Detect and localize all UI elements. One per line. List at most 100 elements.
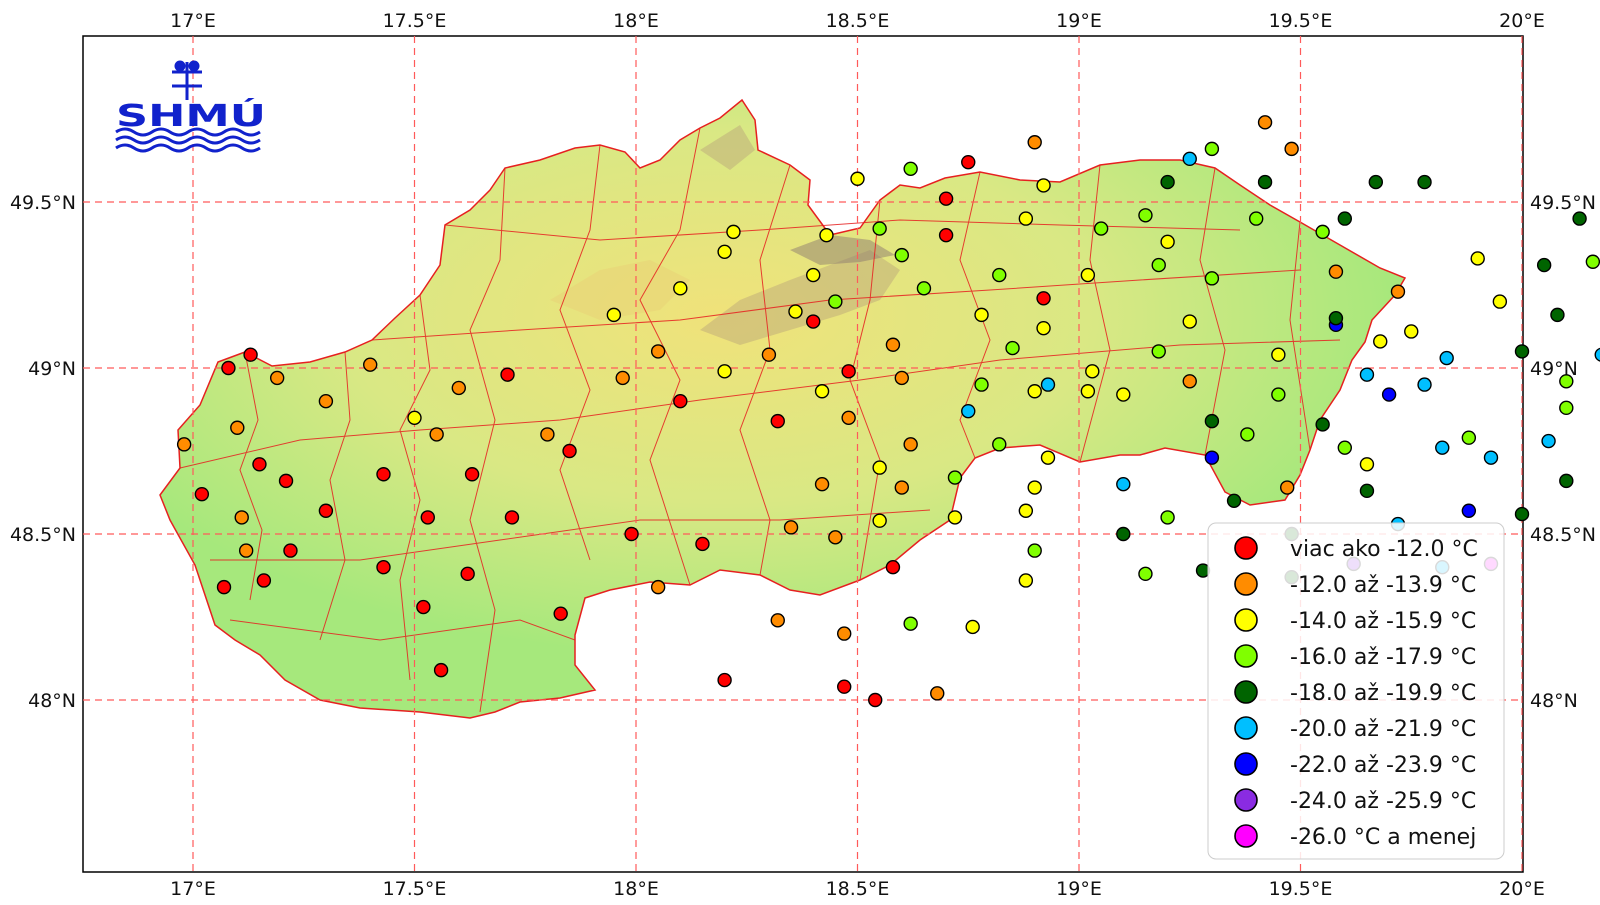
station-marker	[504, 510, 520, 525]
station-marker	[500, 367, 515, 382]
station-marker	[1018, 573, 1034, 588]
station-marker	[318, 503, 334, 518]
station-marker	[1381, 387, 1397, 402]
station-marker	[407, 410, 422, 425]
legend-label: -12.0 až -13.9 °C	[1290, 573, 1476, 598]
station-marker	[1328, 311, 1344, 326]
station-marker	[947, 470, 963, 485]
station-marker	[673, 394, 688, 409]
legend-label: -16.0 až -17.9 °C	[1290, 645, 1476, 670]
station-marker	[1040, 450, 1056, 465]
station-marker	[828, 294, 843, 309]
station-marker	[1373, 334, 1388, 349]
station-marker	[1337, 211, 1353, 226]
legend-swatch	[1234, 788, 1258, 812]
station-marker	[562, 443, 577, 459]
x-tick-label: 20°E	[1499, 878, 1545, 900]
station-marker	[1461, 503, 1477, 518]
station-marker	[1271, 347, 1286, 362]
station-marker	[433, 662, 449, 678]
station-marker	[837, 626, 852, 641]
station-marker	[1018, 211, 1034, 226]
station-marker	[961, 154, 976, 170]
station-marker	[1404, 324, 1419, 339]
station-marker	[318, 394, 334, 409]
x-tick-label: 18°E	[613, 878, 659, 900]
x-tick-label: 18.5°E	[826, 10, 890, 32]
station-marker	[814, 384, 830, 399]
station-marker	[1280, 480, 1295, 495]
station-marker	[872, 513, 887, 528]
legend-label: -22.0 až -23.9 °C	[1290, 753, 1476, 778]
station-marker	[1271, 387, 1286, 402]
station-marker	[903, 161, 918, 177]
station-marker	[961, 403, 976, 419]
station-marker	[965, 619, 980, 635]
station-marker	[1204, 413, 1220, 429]
station-marker	[1027, 543, 1042, 558]
y-tick-label: 49°N	[28, 358, 76, 380]
station-marker	[615, 370, 630, 386]
station-marker	[1005, 340, 1020, 356]
x-tick-label: 19°E	[1056, 10, 1102, 32]
station-marker	[234, 510, 249, 525]
station-marker	[938, 227, 954, 243]
station-marker	[1182, 314, 1197, 329]
station-marker	[1492, 294, 1508, 309]
station-marker	[788, 304, 803, 319]
country-shape	[159, 98, 1407, 719]
x-tick-label: 17°E	[170, 878, 216, 900]
x-tick-label: 19°E	[1056, 878, 1102, 900]
x-tick-label: 19.5°E	[1269, 878, 1333, 900]
station-marker	[256, 573, 272, 588]
station-marker	[420, 510, 435, 525]
station-marker	[930, 686, 945, 701]
station-marker	[650, 579, 666, 595]
station-marker	[717, 244, 732, 260]
legend-swatch	[1234, 608, 1258, 632]
station-marker	[1204, 141, 1220, 157]
station-marker	[243, 347, 258, 362]
station-marker	[1138, 566, 1153, 582]
station-marker	[1328, 264, 1344, 279]
x-tick-labels-bottom: 17°E17.5°E18°E18.5°E19°E19.5°E20°E20.5°E…	[170, 878, 1545, 900]
station-marker	[894, 480, 909, 495]
station-marker	[974, 307, 989, 323]
station-marker	[376, 467, 391, 482]
station-marker	[1027, 480, 1042, 495]
station-marker	[1182, 374, 1197, 389]
station-marker	[1559, 400, 1574, 416]
y-tick-label: 48°N	[1530, 690, 1578, 712]
station-marker	[1461, 430, 1477, 445]
station-marker	[1390, 284, 1406, 299]
station-marker	[1417, 174, 1432, 190]
station-marker	[1248, 211, 1264, 226]
station-marker	[1093, 221, 1109, 236]
station-marker	[894, 247, 909, 263]
station-marker	[894, 370, 909, 386]
x-tick-label: 18.5°E	[826, 878, 890, 900]
station-marker	[770, 613, 785, 628]
station-marker	[1514, 344, 1530, 359]
station-marker	[278, 473, 294, 489]
station-marker	[938, 191, 954, 206]
station-marker	[828, 530, 843, 545]
station-marker	[464, 467, 480, 482]
station-marker	[238, 543, 254, 558]
station-marker	[376, 560, 391, 575]
station-marker	[1138, 208, 1153, 223]
station-marker	[1470, 251, 1485, 266]
station-marker	[726, 224, 741, 240]
station-marker	[1204, 450, 1220, 465]
station-marker	[1514, 506, 1530, 522]
station-marker	[850, 171, 865, 186]
station-marker	[221, 360, 236, 376]
station-marker	[783, 520, 799, 535]
station-marker	[1116, 526, 1131, 542]
station-marker	[1359, 457, 1375, 472]
station-marker	[429, 427, 444, 442]
station-marker	[1559, 374, 1574, 389]
station-marker	[806, 267, 821, 283]
y-tick-labels-right: 49.5°N49°N48.5°N48°N	[1530, 192, 1596, 712]
